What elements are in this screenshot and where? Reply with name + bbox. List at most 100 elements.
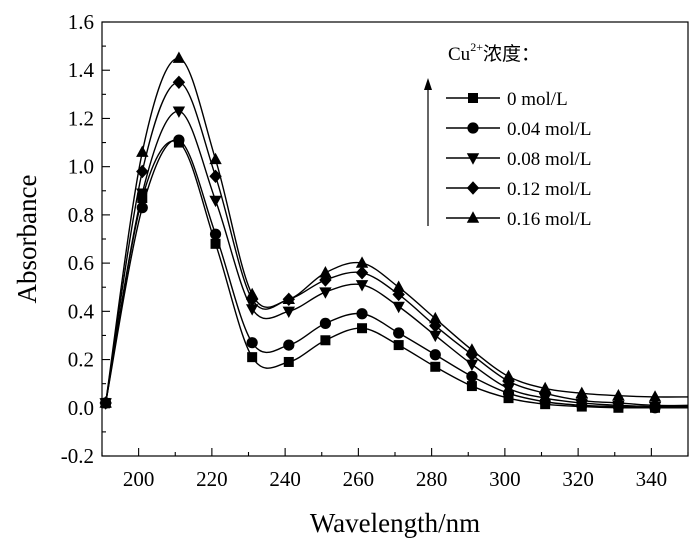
- legend-label: 0.08 mol/L: [507, 149, 591, 170]
- series-1-point: [136, 202, 148, 214]
- x-tick-label: 340: [636, 467, 668, 491]
- series-4-point: [648, 390, 662, 402]
- series-4-point: [612, 389, 625, 401]
- legend-item: 0.08 mol/L: [446, 149, 591, 170]
- legend-label: 0.04 mol/L: [507, 119, 591, 140]
- series-4-point: [209, 152, 222, 165]
- series-0-point: [393, 340, 404, 351]
- x-tick-label: 200: [123, 467, 155, 491]
- series-4-point: [465, 343, 479, 355]
- legend-label: 0 mol/L: [507, 89, 568, 110]
- x-tick-label: 240: [269, 467, 301, 491]
- series-2-point: [172, 106, 186, 118]
- legend-title: Cu2+浓度：: [448, 40, 540, 65]
- y-tick-label: 0.4: [68, 299, 95, 323]
- x-tick-label: 300: [489, 467, 521, 491]
- series-2-point: [245, 304, 259, 316]
- legend-marker: [468, 93, 478, 103]
- series-curves: [104, 57, 689, 409]
- series-4-point: [99, 396, 112, 408]
- series-4-point: [355, 256, 369, 268]
- y-tick-label: -0.2: [61, 444, 94, 468]
- x-tick-label: 220: [196, 467, 228, 491]
- y-tick-label: 0.6: [68, 251, 94, 275]
- y-tick-label: 0.2: [68, 348, 94, 372]
- series-2-point: [429, 330, 442, 343]
- series-line-0: [104, 140, 688, 409]
- x-axis-ticks: 200 220 240 260 280 300 320 340: [101, 448, 689, 491]
- series-2-point: [502, 383, 515, 396]
- series-1-point: [173, 134, 185, 146]
- legend-item: 0.16 mol/L: [446, 209, 591, 230]
- increase-arrow-icon: [424, 78, 432, 226]
- series-3-point: [209, 169, 222, 184]
- legend-title-suffix: 浓度：: [483, 43, 540, 65]
- legend: Cu2+浓度： 0 mol/L 0.04 mol/L 0.08 mol/L 0.12 …: [424, 40, 591, 230]
- legend-item: 0.12 mol/L: [446, 179, 591, 200]
- series-4-point: [136, 145, 149, 157]
- x-tick-label: 280: [416, 467, 448, 491]
- series-line-4: [104, 57, 689, 404]
- y-tick-label: 1.2: [68, 106, 94, 130]
- series-line-2: [104, 110, 689, 408]
- series-markers: [99, 51, 662, 414]
- series-1-point: [319, 317, 332, 329]
- series-4-point: [172, 51, 186, 63]
- series-3-point: [648, 398, 662, 413]
- series-1-point: [283, 339, 295, 351]
- y-tick-label: 1.6: [68, 10, 94, 34]
- series-4-point: [429, 311, 442, 324]
- y-tick-label: 1.0: [68, 155, 94, 179]
- series-4-point: [319, 266, 332, 278]
- series-1-point: [356, 308, 368, 320]
- series-3-point: [355, 266, 369, 280]
- series-2-point: [465, 359, 479, 372]
- legend-marker: [466, 153, 480, 165]
- plot-frame: [101, 21, 689, 457]
- series-0-point: [357, 323, 368, 334]
- legend-item: 0 mol/L: [446, 89, 568, 110]
- series-4-point: [392, 280, 405, 292]
- series-3-point: [136, 164, 149, 179]
- y-tick-label: 1.4: [68, 58, 95, 82]
- y-tick-label: 0.0: [68, 396, 94, 420]
- series-1-point: [466, 370, 478, 383]
- series-0-point: [283, 356, 294, 367]
- series-4-point: [538, 381, 552, 394]
- series-1-point: [429, 349, 441, 361]
- series-0-point: [430, 361, 441, 372]
- x-axis-title: Wavelength/nm: [310, 508, 480, 538]
- legend-marker: [466, 211, 480, 223]
- legend-label: 0.12 mol/L: [507, 179, 591, 200]
- series-1-point: [209, 228, 222, 240]
- series-0-point: [210, 238, 221, 249]
- series-2-point: [136, 188, 149, 200]
- series-2-point: [355, 280, 369, 292]
- series-0-point: [320, 335, 331, 346]
- series-2-point: [392, 301, 405, 314]
- series-4-point: [502, 369, 515, 382]
- legend-marker: [466, 181, 480, 195]
- series-line-1: [104, 139, 689, 409]
- series-3-point: [172, 75, 186, 89]
- series-1-point: [246, 337, 258, 349]
- series-0-point: [247, 352, 258, 363]
- x-tick-label: 260: [343, 467, 375, 491]
- increase-arrow-head: [424, 78, 432, 90]
- series-4-point: [575, 386, 588, 399]
- legend-item: 0.04 mol/L: [446, 119, 591, 140]
- y-axis-title: Absorbance: [12, 175, 42, 304]
- series-2-point: [209, 195, 222, 208]
- legend-marker: [467, 122, 479, 134]
- x-tick-label: 320: [562, 467, 594, 491]
- series-4-point: [245, 287, 259, 300]
- legend-title-sup: 2+: [470, 40, 483, 54]
- y-tick-label: 0.8: [68, 203, 94, 227]
- y-axis-ticks: -0.2 0.0 0.2 0.4 0.6 0.8 1.0 1.2 1.4 1.6: [61, 10, 110, 468]
- series-4-point: [282, 292, 295, 304]
- legend-title-base: Cu: [448, 44, 471, 65]
- series-2-point: [282, 306, 295, 319]
- legend-label: 0.16 mol/L: [507, 209, 591, 230]
- series-1-point: [393, 327, 405, 339]
